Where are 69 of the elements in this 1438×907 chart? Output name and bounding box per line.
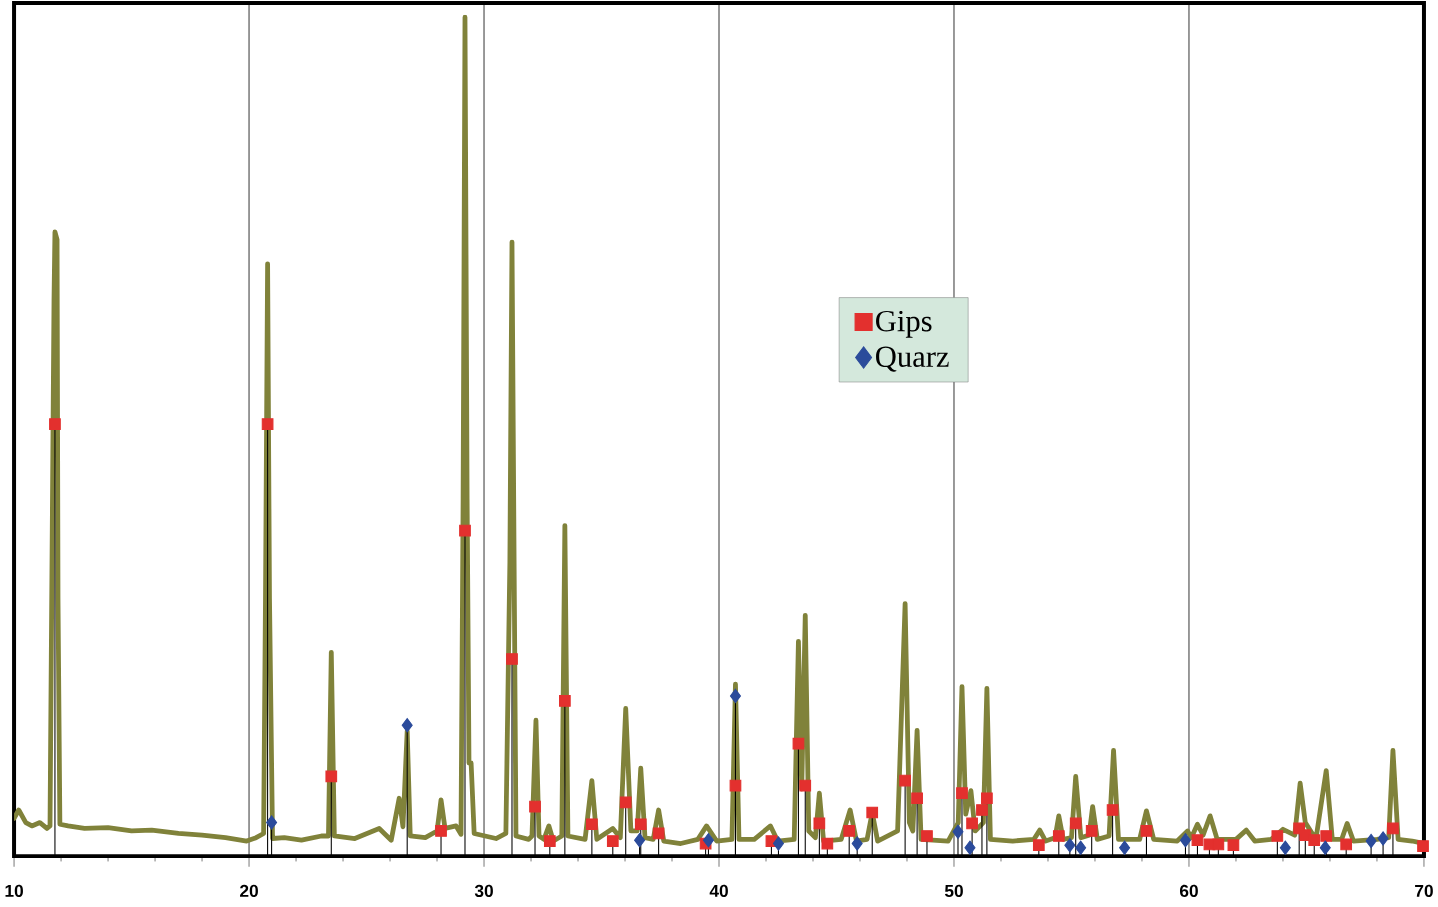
point — [1227, 839, 1240, 852]
point — [619, 796, 632, 809]
point — [966, 817, 978, 830]
point — [49, 418, 61, 430]
point — [702, 833, 714, 848]
point — [1271, 830, 1284, 842]
point — [1052, 830, 1065, 842]
point — [866, 806, 879, 819]
x-tick-label: 70 — [1415, 884, 1433, 898]
point — [1319, 840, 1331, 855]
point — [1387, 822, 1399, 835]
point — [729, 688, 741, 704]
point — [899, 774, 911, 787]
point — [851, 836, 863, 851]
point — [952, 824, 964, 839]
legend-label: Quarz — [876, 346, 949, 372]
point — [459, 524, 471, 537]
point — [1377, 831, 1389, 846]
point — [401, 718, 413, 733]
point — [1075, 840, 1087, 855]
point — [792, 737, 805, 750]
point — [956, 787, 968, 800]
point — [981, 792, 993, 805]
point — [1085, 825, 1098, 837]
point — [1417, 840, 1429, 852]
x-tick-label: 20 — [240, 884, 258, 898]
point — [1279, 840, 1291, 855]
point — [1320, 830, 1333, 842]
point — [821, 837, 834, 850]
point — [1032, 839, 1045, 852]
x-tick-label: 60 — [1179, 884, 1198, 898]
point — [1308, 834, 1321, 847]
point — [543, 835, 556, 847]
x-tick-label: 30 — [474, 884, 493, 898]
point — [1191, 834, 1204, 847]
point — [813, 817, 826, 830]
point — [325, 770, 338, 783]
point — [529, 800, 541, 813]
point — [843, 825, 856, 837]
point — [772, 836, 784, 851]
point — [1212, 838, 1225, 851]
point — [606, 835, 619, 847]
point — [921, 830, 933, 842]
point — [1106, 804, 1119, 816]
point — [1069, 817, 1082, 830]
point — [435, 825, 447, 837]
point — [652, 827, 665, 840]
point — [261, 418, 274, 430]
point — [1179, 833, 1191, 848]
point — [799, 779, 812, 792]
point — [1340, 838, 1353, 851]
point — [1140, 825, 1153, 837]
point — [1365, 833, 1377, 849]
x-tick-label: 10 — [5, 884, 23, 898]
x-tick-label: 40 — [709, 884, 728, 898]
point — [1064, 838, 1076, 853]
x-tick-label: 50 — [944, 884, 963, 898]
point — [506, 653, 518, 665]
point — [976, 804, 988, 816]
point — [964, 840, 976, 855]
point — [634, 833, 646, 848]
legend-label: Gips — [876, 310, 932, 338]
point — [729, 779, 742, 792]
point — [911, 792, 923, 805]
point — [586, 818, 598, 831]
point — [1119, 840, 1131, 855]
point — [559, 695, 571, 707]
point — [634, 818, 647, 831]
point — [266, 815, 278, 830]
